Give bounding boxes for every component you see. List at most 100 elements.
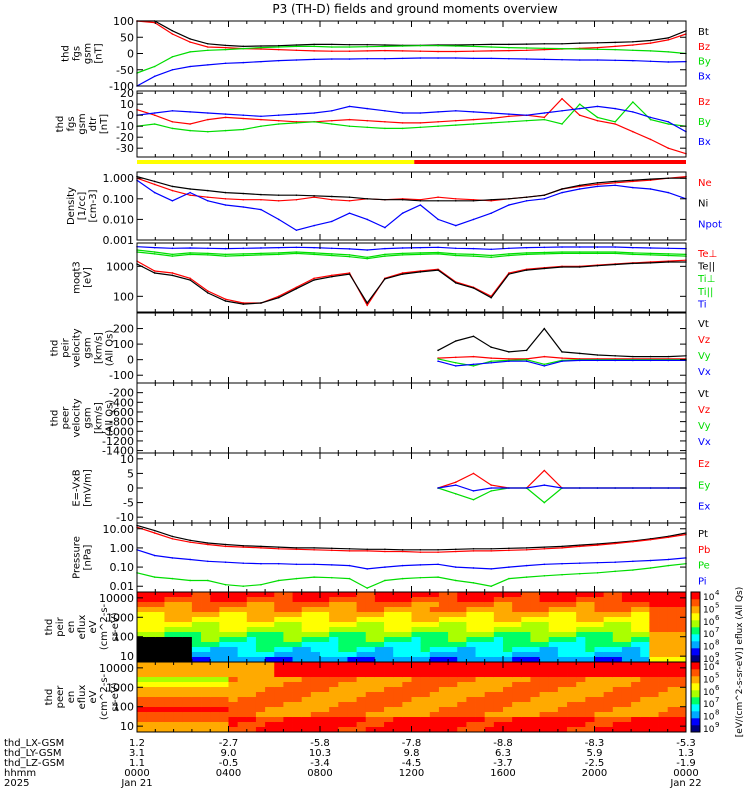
- spectrogram-cell: [438, 622, 449, 628]
- spectrogram-cell: [384, 642, 394, 648]
- spectrogram-cell: [475, 702, 486, 708]
- colorbar-exponent: 9: [715, 721, 719, 729]
- data-point-Bz: [508, 49, 510, 52]
- data-point-Bz: [490, 117, 492, 120]
- data-point-Pb: [313, 548, 315, 551]
- y-axis-label: (cm^2-s-: [99, 603, 110, 650]
- data-point-Pe: [454, 579, 457, 582]
- spectrogram-cell: [530, 637, 540, 643]
- spectrogram-cell: [146, 702, 156, 708]
- data-point-Bx: [348, 105, 351, 108]
- data-point-Bz: [348, 118, 351, 121]
- spectrogram-cell: [621, 642, 632, 648]
- spectrogram-cell: [210, 717, 220, 723]
- data-point-Pt: [437, 548, 439, 551]
- data-point-Ni: [153, 180, 156, 183]
- spectrogram-cell: [658, 677, 669, 683]
- colorbar-peer-swatch: [691, 669, 700, 677]
- spectrogram-cell: [347, 722, 357, 728]
- spectrogram-cell: [393, 612, 403, 618]
- spectrogram-cell: [603, 692, 614, 698]
- spectrogram-cell: [393, 637, 403, 643]
- data-point-Pi: [649, 559, 652, 562]
- data-point-Ti||: [277, 253, 280, 256]
- spectrogram-cell: [649, 687, 659, 693]
- data-point-Te⊥: [207, 290, 209, 292]
- spectrogram-cell: [521, 712, 531, 718]
- spectrogram-cell: [384, 722, 394, 728]
- spectrogram-cell: [292, 592, 303, 598]
- spectrogram-cell: [237, 677, 248, 683]
- spectrogram-cell: [255, 622, 266, 628]
- data-point-Ti⊥: [313, 252, 315, 254]
- y-tick-label: 10: [120, 453, 134, 466]
- spectrogram-cell: [457, 662, 467, 668]
- spectrogram-cell: [265, 677, 275, 683]
- data-point-Bz: [348, 50, 351, 53]
- spectrogram-cell: [191, 707, 202, 713]
- spectrogram-cell: [640, 712, 650, 718]
- data-point-Ti: [632, 246, 634, 249]
- data-point-Ti: [525, 246, 528, 249]
- spectrogram-cell: [338, 612, 348, 618]
- colorbar-peir-swatch: [691, 648, 700, 656]
- spectrogram-cell: [347, 652, 357, 658]
- spectrogram-cell: [567, 697, 577, 703]
- spectrogram-cell: [283, 702, 293, 708]
- spectrogram-cell: [438, 607, 449, 613]
- spectrogram-cell: [374, 667, 385, 673]
- spectrogram-cell: [182, 692, 193, 698]
- data-point-Pi: [277, 562, 280, 565]
- spectrogram-cell: [438, 712, 449, 718]
- spectrogram-cell: [631, 602, 641, 608]
- data-point-Te⊥: [224, 298, 227, 301]
- spectrogram-cell: [649, 727, 659, 733]
- spectrogram-cell: [649, 647, 659, 653]
- spectrogram-cell: [393, 642, 403, 648]
- spectrogram-cell: [201, 602, 211, 608]
- spectrogram-cell: [365, 712, 376, 718]
- colorbar-peer-swatch: [691, 697, 700, 705]
- y-tick-label: 10000: [99, 662, 134, 675]
- spectrogram-cell: [631, 692, 641, 698]
- spectrogram-cell: [201, 722, 211, 728]
- data-point-Bx: [366, 57, 369, 60]
- data-point-Bx: [649, 116, 652, 119]
- data-point-Pt: [277, 546, 280, 548]
- data-point-Pe: [189, 579, 191, 582]
- y-axis-label: thd: [44, 689, 55, 706]
- spectrogram-cell: [329, 672, 339, 678]
- data-point-Ex: [472, 490, 475, 492]
- legend-Pe: Pe: [698, 561, 710, 572]
- spectrogram-cell: [466, 592, 476, 598]
- spectrogram-cell: [548, 647, 559, 653]
- spectrogram-cell: [631, 652, 641, 658]
- spectrogram-cell: [329, 647, 339, 653]
- data-point-Ti||: [667, 254, 670, 257]
- y-tick-label: -50: [116, 64, 134, 77]
- spectrogram-cell: [228, 727, 239, 733]
- data-point-Ti: [171, 247, 174, 250]
- spectrogram-cell: [137, 712, 147, 718]
- spectrogram-cell: [384, 662, 394, 668]
- spectrogram-cell: [246, 602, 257, 608]
- spectrogram-cell: [429, 687, 440, 693]
- data-point-Te⊥: [348, 272, 351, 274]
- panel-frame-pressure: [136, 522, 687, 593]
- spectrogram-cell: [585, 677, 595, 683]
- spectrogram-cell: [265, 687, 275, 693]
- spectrogram-cell: [576, 612, 586, 618]
- y-axis-label: [nT]: [99, 114, 110, 134]
- spectrogram-cell: [356, 632, 367, 638]
- spectrogram-cell: [384, 612, 394, 618]
- spectrogram-cell: [219, 602, 229, 608]
- spectrogram-cell: [475, 692, 486, 698]
- colorbar-peir-swatch: [691, 634, 700, 642]
- spectrogram-cell: [246, 662, 257, 668]
- spectrogram-cell: [191, 612, 202, 618]
- spectrogram-cell: [393, 602, 403, 608]
- data-point-Bx: [632, 59, 634, 62]
- spectrogram-cell: [539, 727, 550, 733]
- spectrogram-cell: [585, 627, 595, 633]
- spectrogram-cell: [658, 632, 669, 638]
